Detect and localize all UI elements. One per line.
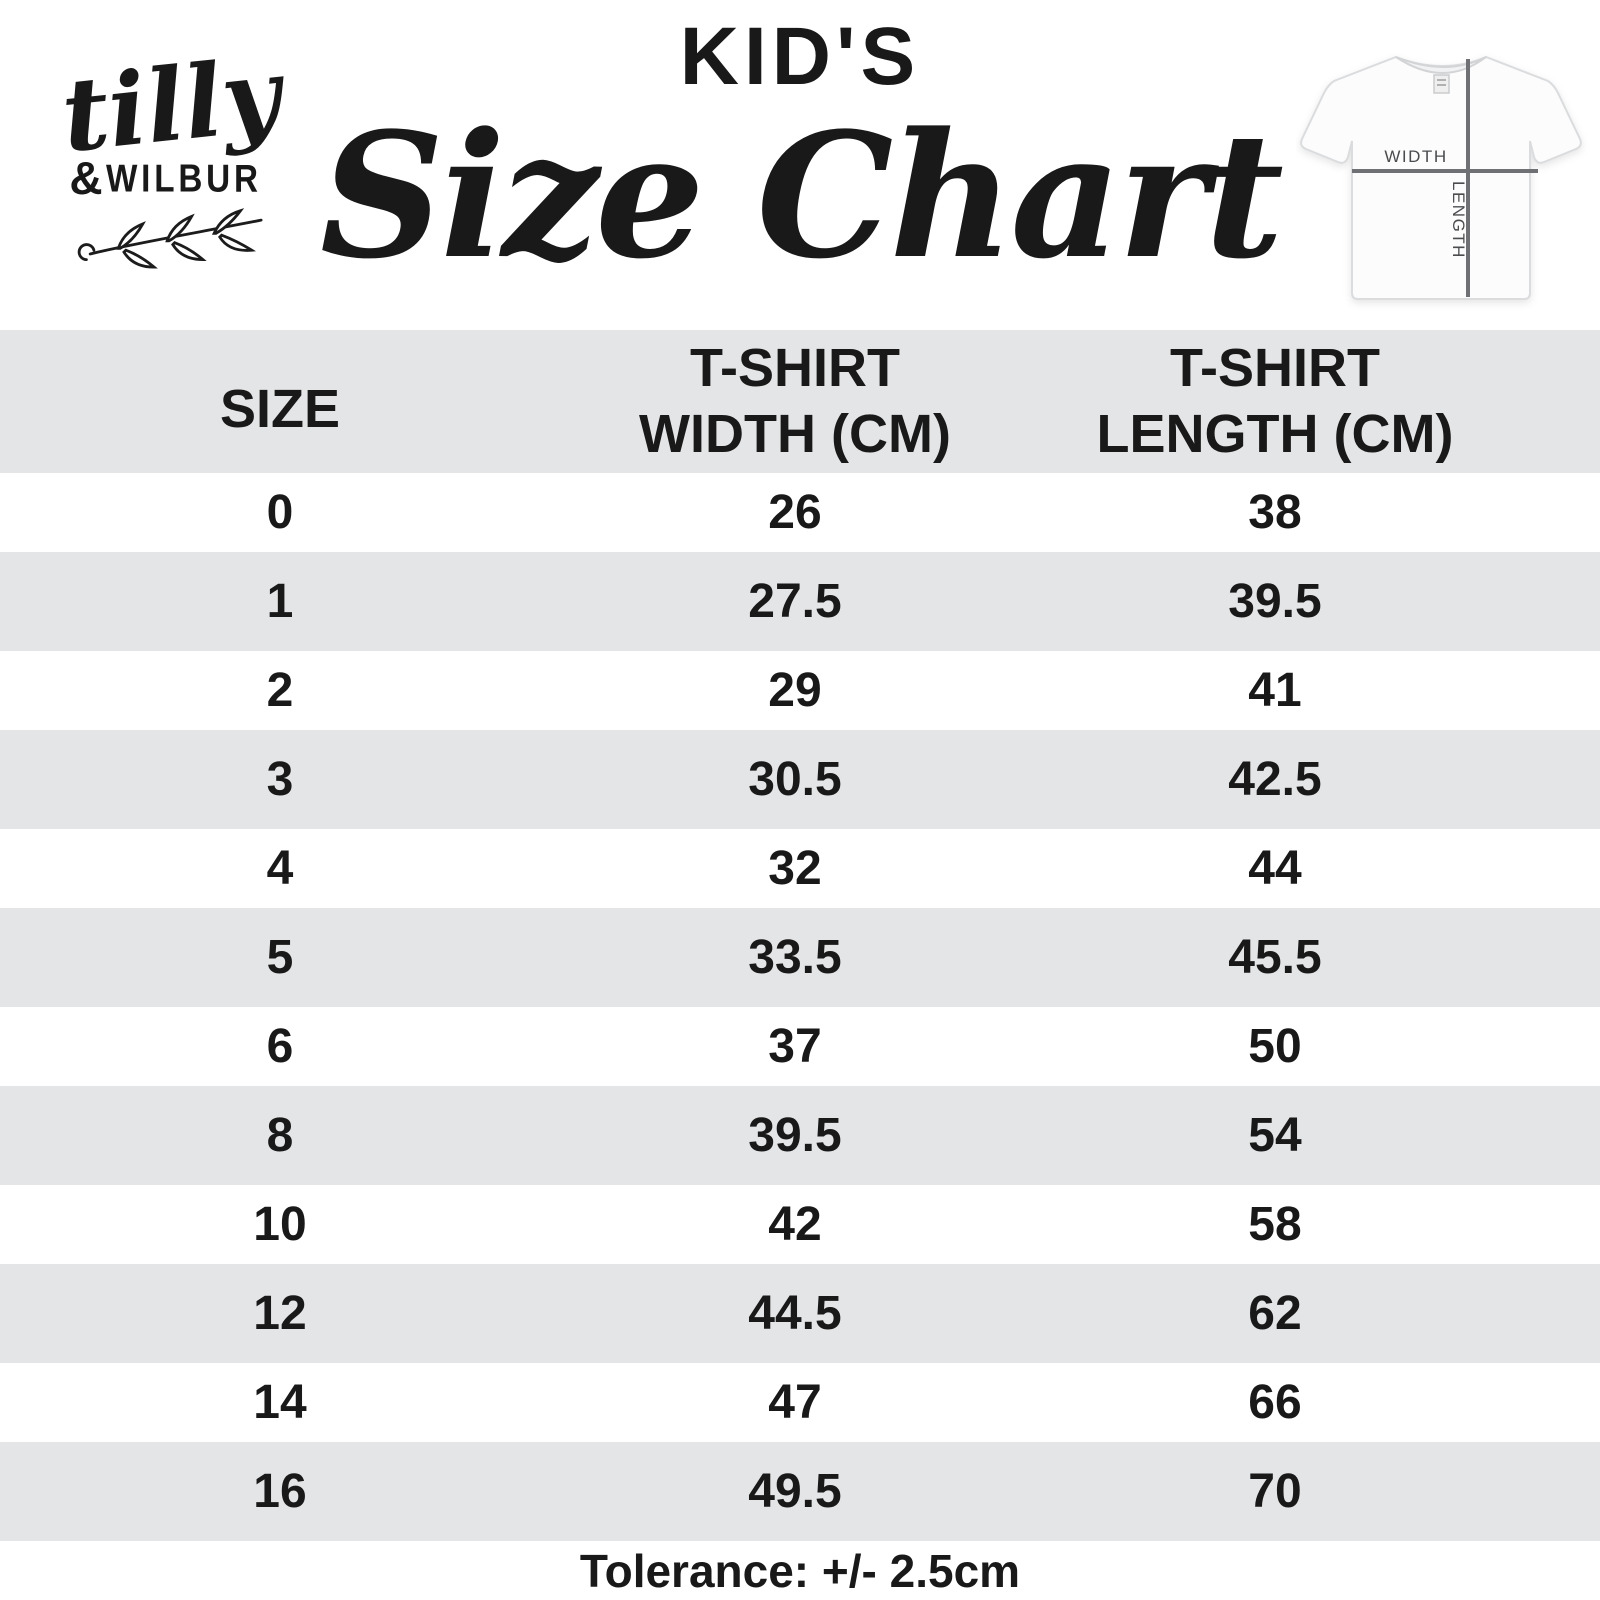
width-label: WIDTH	[1384, 147, 1447, 166]
width-value: 30.5	[748, 753, 842, 806]
width-value: 29	[768, 664, 822, 717]
size-value: 6	[266, 1020, 294, 1073]
header-size: SIZE	[219, 378, 341, 439]
size-value: 10	[253, 1198, 307, 1251]
table-header-row: SIZE T-SHIRT WIDTH (CM) T-SHIRT LENGTH (…	[0, 330, 1600, 473]
size-value: 1	[266, 575, 294, 628]
width-value: 44.5	[748, 1287, 842, 1340]
length-value: 54	[1248, 1109, 1302, 1162]
title-kids: KID'S	[679, 11, 921, 102]
size-value: 4	[266, 842, 294, 895]
width-value: 37	[768, 1020, 822, 1073]
size-value: 3	[266, 753, 294, 806]
width-value: 49.5	[748, 1465, 842, 1518]
length-value: 42.5	[1228, 753, 1322, 806]
size-value: 0	[266, 486, 294, 539]
table-row: 1 27.5 39.5	[0, 552, 1600, 651]
width-value: 42	[768, 1198, 822, 1251]
size-value: 8	[266, 1109, 294, 1162]
width-value: 33.5	[748, 931, 842, 984]
brand-name-caps: WILBUR	[105, 156, 262, 200]
table-row: 3 30.5 42.5	[0, 730, 1600, 829]
table-row: 14 47 66	[0, 1363, 1600, 1442]
brand-name-script: tilly	[56, 34, 286, 176]
length-value: 66	[1248, 1376, 1302, 1429]
width-value: 47	[768, 1376, 822, 1429]
length-value: 44	[1248, 842, 1302, 895]
length-value: 50	[1248, 1020, 1302, 1073]
size-value: 5	[266, 931, 294, 984]
length-value: 70	[1248, 1465, 1302, 1518]
size-value: 2	[266, 664, 294, 717]
table-row: 4 32 44	[0, 829, 1600, 908]
table-row: 16 49.5 70	[0, 1442, 1600, 1541]
tolerance-note: Tolerance: +/- 2.5cm	[579, 1544, 1021, 1597]
brand-ampersand: &	[69, 152, 103, 204]
size-value: 12	[253, 1287, 307, 1340]
header-length: T-SHIRT LENGTH (CM)	[1096, 337, 1454, 464]
title-size-chart: Size Chart	[319, 94, 1284, 297]
laurel-branch-icon	[77, 208, 263, 269]
brand-logo: tilly & WILBUR	[56, 35, 286, 274]
length-value: 41	[1248, 664, 1302, 717]
length-value: 38	[1248, 486, 1302, 539]
length-value: 58	[1248, 1198, 1302, 1251]
table-row: 10 42 58	[0, 1185, 1600, 1264]
table-row: 5 33.5 45.5	[0, 908, 1600, 1007]
size-table: SIZE T-SHIRT WIDTH (CM) T-SHIRT LENGTH (…	[0, 330, 1600, 1541]
table-row: 8 39.5 54	[0, 1086, 1600, 1185]
width-value: 39.5	[748, 1109, 842, 1162]
tshirt-collar	[1395, 56, 1487, 74]
brand-name-caps-line: & WILBUR	[62, 155, 277, 201]
size-value: 16	[253, 1465, 307, 1518]
tshirt-measurement-diagram: WIDTH LENGTH	[1300, 55, 1582, 300]
size-value: 14	[253, 1376, 307, 1429]
table-row: 2 29 41	[0, 651, 1600, 730]
table-row: 0 26 38	[0, 473, 1600, 552]
header-width: T-SHIRT WIDTH (CM)	[639, 337, 951, 464]
tshirt-neck-tag	[1433, 74, 1450, 94]
table-row: 6 37 50	[0, 1007, 1600, 1086]
width-value: 32	[768, 842, 822, 895]
width-value: 27.5	[748, 575, 842, 628]
width-value: 26	[768, 486, 822, 539]
length-value: 62	[1248, 1287, 1302, 1340]
page-title: KID'S Size Chart	[0, 0, 1600, 282]
table-row: 12 44.5 62	[0, 1264, 1600, 1363]
length-value: 39.5	[1228, 575, 1322, 628]
length-value: 45.5	[1228, 931, 1322, 984]
tshirt-body	[1300, 55, 1582, 300]
length-label: LENGTH	[1449, 181, 1468, 259]
